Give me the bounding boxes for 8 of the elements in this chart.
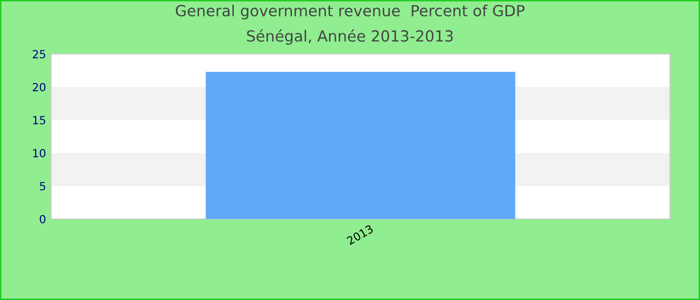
y-tick-label: 15: [33, 116, 46, 124]
y-tick-label: 25: [32, 50, 46, 58]
y-tick-label: 5: [40, 182, 46, 190]
chart-title: General government revenue Percent of GDP: [176, 4, 524, 20]
y-tick-label: 20: [32, 82, 46, 92]
y-tick-label: 0: [40, 214, 46, 224]
y-tick-label: 10: [33, 148, 46, 158]
chart-subtitle: Sénégal, Année 2013-2013: [247, 29, 453, 45]
